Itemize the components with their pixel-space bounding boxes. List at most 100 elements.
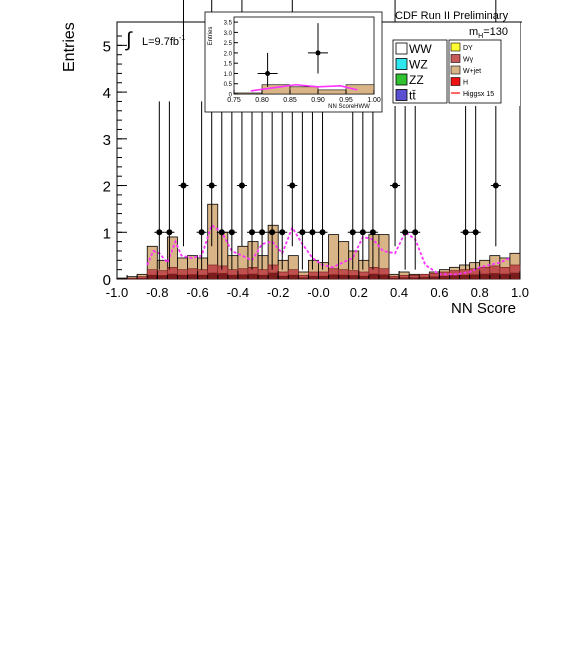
- legend-label: H: [463, 80, 468, 87]
- inset-data-point: [265, 70, 271, 76]
- data-point: [208, 182, 215, 189]
- main-plot-area: -1.0 -0.8 -0.6 -0.4 -0.2 -0.0 0.2 0.4 0.6 0.8 1.00…: [103, 0, 529, 300]
- legend-label: ZZ: [409, 73, 424, 87]
- bar-low-bkg: [338, 274, 349, 279]
- bar-low-bkg: [489, 273, 500, 279]
- mass-label: mH=130: [469, 26, 508, 40]
- x-tick-label: 0.4: [390, 285, 408, 300]
- integral-sign: ∫: [125, 29, 133, 51]
- x-tick-label: 1.0: [511, 285, 529, 300]
- bar-low-bkg: [469, 274, 480, 279]
- bar-low-bkg: [318, 275, 329, 279]
- inset-bar: [345, 84, 375, 95]
- x-tick-label: -0.2: [267, 285, 289, 300]
- inset-x-tick-label: 0.75: [227, 97, 241, 104]
- data-point: [289, 182, 296, 189]
- inset-y-tick-label: 1.0: [224, 72, 233, 78]
- data-point: [472, 229, 479, 236]
- y-axis-label: Entries: [61, 22, 78, 72]
- legend-swatch: [450, 54, 461, 63]
- legend-swatch: [450, 77, 461, 86]
- data-point: [269, 229, 276, 236]
- data-point: [369, 229, 376, 236]
- data-point: [359, 229, 366, 236]
- x-tick-label: 0.6: [430, 285, 448, 300]
- legend-label: WW: [409, 42, 432, 56]
- bar-low-bkg: [368, 273, 379, 279]
- inset-y-tick-label: 1.5: [224, 62, 233, 68]
- inset-y-tick-label: 2.0: [224, 51, 233, 57]
- lumi-label: L=9.7fb-1: [142, 35, 185, 48]
- x-tick-label: -0.6: [186, 285, 208, 300]
- data-point: [279, 229, 286, 236]
- data-point: [412, 229, 419, 236]
- bar-low-bkg: [509, 272, 520, 279]
- bar-low-bkg: [449, 275, 460, 279]
- bar-low-bkg: [308, 275, 319, 279]
- bar-low-bkg: [177, 274, 188, 279]
- bar-low-bkg: [237, 274, 248, 279]
- data-point: [259, 229, 266, 236]
- data-point: [180, 182, 187, 189]
- bar-low-bkg: [419, 276, 430, 279]
- data-point: [319, 229, 326, 236]
- y-tick-label: 0: [103, 272, 111, 289]
- x-tick-label: -0.4: [227, 285, 249, 300]
- inset-plot-area: 0.75 0.80 0.85 0.90 0.95 1.00 0 0.5 1.0 1.5 2.0 2.5…: [204, 11, 383, 113]
- inset-x-tick-label: 0.95: [339, 97, 353, 104]
- bar-low-bkg: [439, 275, 450, 279]
- legend-swatch: [450, 42, 461, 52]
- legend-swatch: [395, 58, 408, 70]
- legend-label: Higgsx 15: [463, 91, 494, 98]
- data-point: [249, 229, 256, 236]
- data-point: [392, 182, 399, 189]
- bar-low-bkg: [187, 274, 198, 279]
- legend-label: W+jet: [463, 68, 481, 75]
- y-tick-label: 4: [103, 85, 111, 102]
- inset-x-tick-label: 0.80: [255, 97, 269, 104]
- inset-x-tick-label: 0.85: [283, 97, 297, 104]
- bar-low-bkg: [409, 277, 420, 279]
- bar-low-bkg: [278, 275, 289, 279]
- x-tick-label: 0.2: [350, 285, 368, 300]
- bar-low-bkg: [167, 273, 178, 279]
- bar-low-bkg: [298, 277, 309, 279]
- data-point: [238, 182, 245, 189]
- inset-y-tick-label: 0: [229, 93, 233, 99]
- legend-swatch: [395, 89, 408, 101]
- y-tick-label: 1: [103, 225, 111, 242]
- x-tick-label: -1.0: [106, 285, 128, 300]
- x-tick-label: -0.0: [307, 285, 329, 300]
- inset-x-tick-label: 1.00: [367, 97, 381, 104]
- bar-low-bkg: [429, 276, 440, 279]
- bar-low-bkg: [378, 274, 390, 279]
- data-point: [299, 229, 306, 236]
- bar-low-bkg: [268, 272, 279, 279]
- data-point: [402, 229, 409, 236]
- bar-low-bkg: [247, 273, 259, 279]
- bar-low-bkg: [288, 274, 299, 279]
- x-tick-label: -0.8: [146, 285, 168, 300]
- data-point: [166, 229, 173, 236]
- inset-bar: [317, 89, 347, 95]
- bar-low-bkg: [227, 274, 238, 279]
- bar-low-bkg: [499, 273, 510, 279]
- bar-low-bkg: [197, 274, 208, 279]
- inset-y-tick-label: 0.5: [224, 82, 233, 88]
- bar-low-bkg: [157, 275, 168, 279]
- bar-low-bkg: [358, 275, 369, 279]
- bar-low-bkg: [147, 274, 158, 279]
- legend-label: WZ: [409, 58, 428, 72]
- data-point: [462, 229, 469, 236]
- legend-swatch: [395, 73, 408, 86]
- legend-swatch: [395, 42, 408, 55]
- inset-y-tick-label: 3.5: [224, 21, 233, 27]
- x-tick-label: 0.8: [471, 285, 489, 300]
- y-tick-label: 3: [103, 132, 111, 149]
- inset-y-axis-label: Entries: [208, 27, 214, 46]
- data-point: [309, 229, 316, 236]
- legend-label: Wγ: [463, 57, 474, 64]
- bar-low-bkg: [389, 277, 400, 279]
